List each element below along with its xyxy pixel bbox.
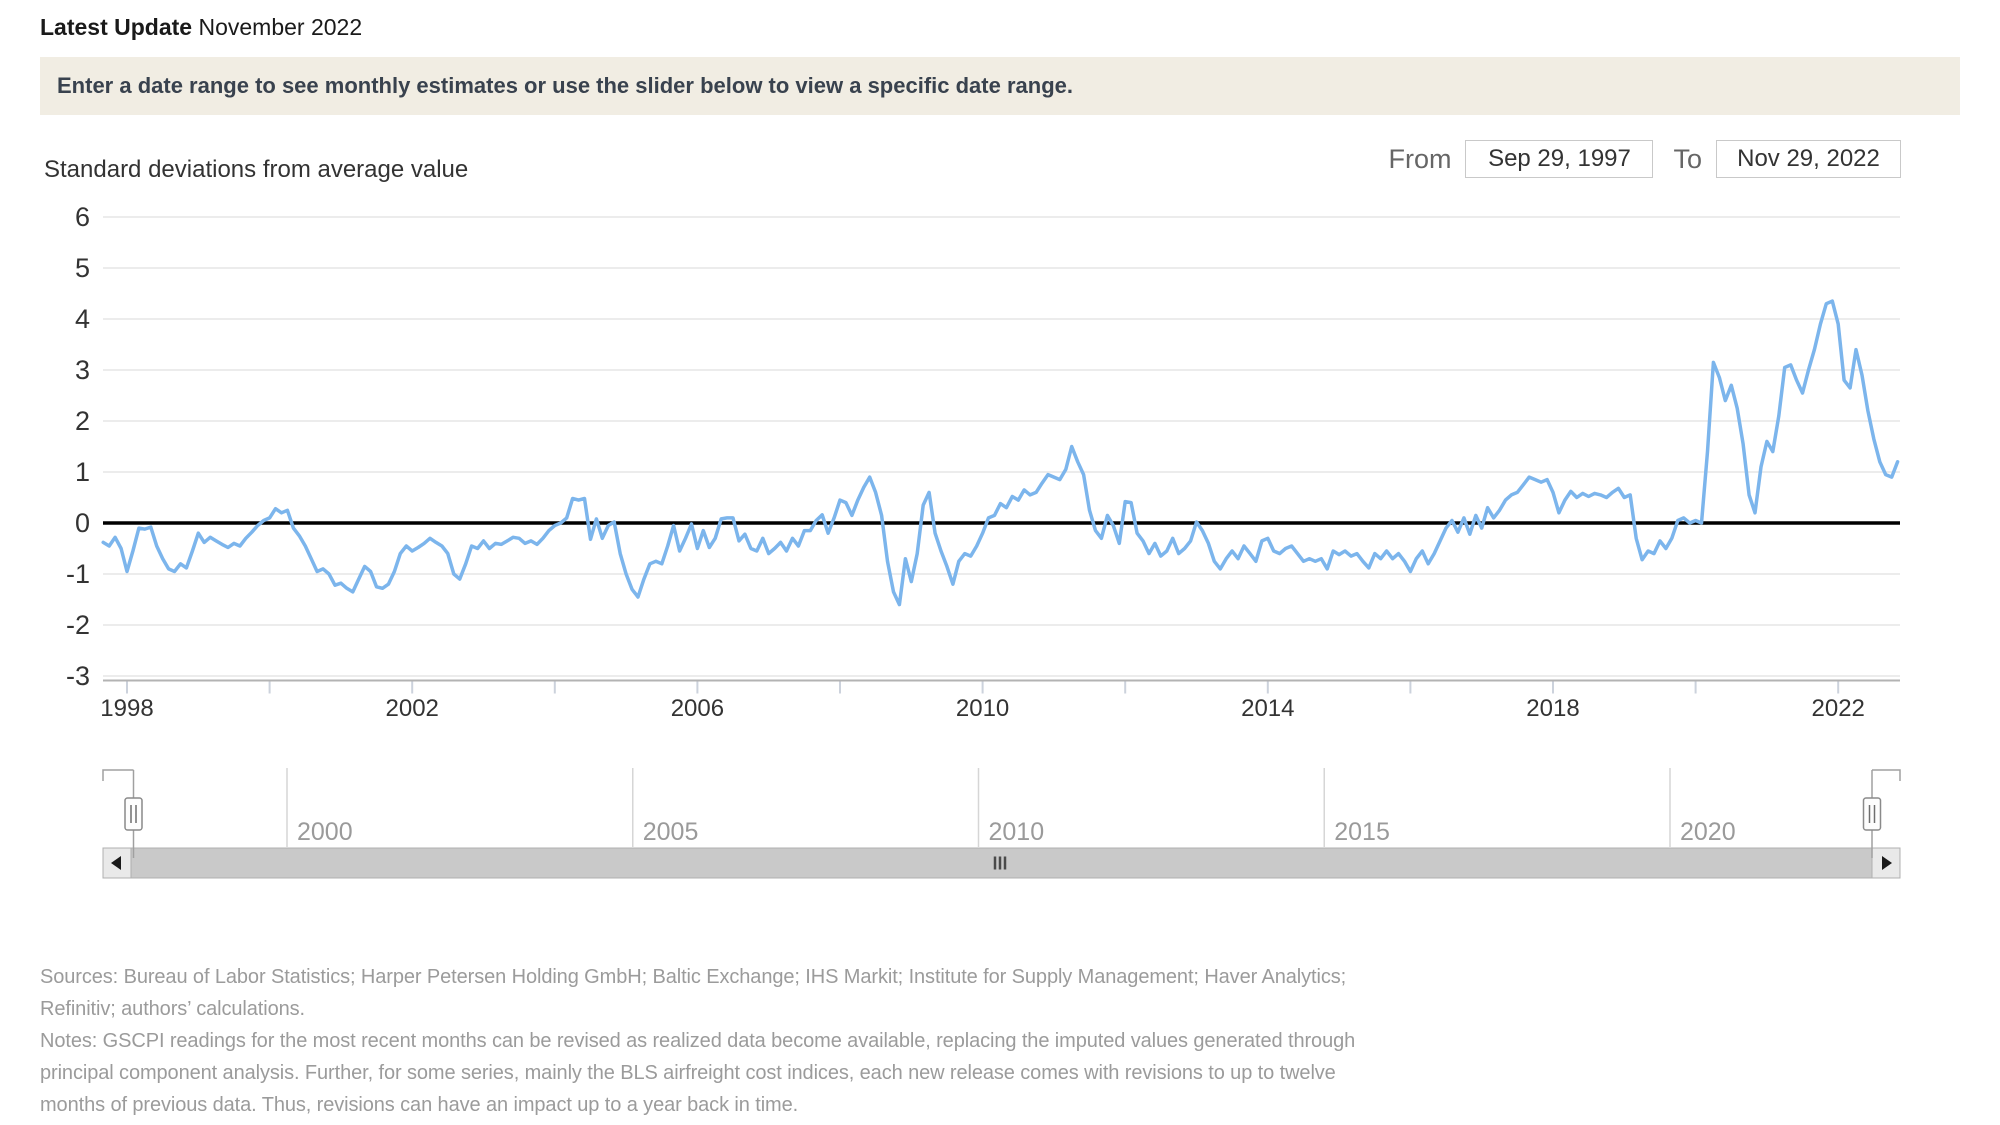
y-axis-label: -3: [66, 661, 90, 691]
instruction-banner-text: Enter a date range to see monthly estima…: [57, 73, 1073, 98]
scroll-left-arrow-icon[interactable]: [111, 856, 121, 870]
instruction-banner: Enter a date range to see monthly estima…: [40, 57, 1960, 115]
slider-left-handle[interactable]: [124, 797, 143, 831]
x-axis-label: 2022: [1812, 695, 1865, 722]
x-axis-label: 2010: [956, 695, 1009, 722]
y-axis-label: 1: [75, 457, 90, 487]
x-axis-label: 1998: [100, 695, 153, 722]
slider-year-label: 2010: [989, 818, 1045, 846]
scrollbar-track[interactable]: [102, 847, 1901, 879]
from-date-input[interactable]: Sep 29, 1997: [1465, 140, 1654, 178]
slider-year-label: 2005: [643, 818, 699, 846]
y-axis-label: 3: [75, 355, 90, 385]
footnote-line: principal component analysis. Further, f…: [40, 1062, 1336, 1084]
x-axis-label: 2002: [386, 695, 439, 722]
series-line[interactable]: [101, 299, 1900, 607]
footnote-line: months of previous data. Thus, revisions…: [40, 1094, 799, 1116]
slider-right-handle-bracket: [1872, 769, 1901, 781]
scrollbar-grip[interactable]: [993, 856, 997, 870]
latest-update: Latest Update November 2022: [40, 14, 362, 41]
from-label: From: [1388, 143, 1452, 174]
slider-year-label: 2015: [1334, 818, 1390, 846]
y-axis-label: 6: [75, 202, 90, 232]
slider-year-label: 2000: [297, 818, 353, 846]
scrollbar-grip[interactable]: [1003, 856, 1007, 870]
x-axis-label: 2006: [671, 695, 724, 722]
y-axis-label: 4: [75, 304, 90, 334]
footnotes: Sources: Bureau of Labor Statistics; Har…: [40, 961, 1460, 1121]
x-axis-label: 2018: [1526, 695, 1579, 722]
latest-update-value: November 2022: [198, 14, 363, 40]
footnote-line: Notes: GSCPI readings for the most recen…: [40, 1030, 1356, 1052]
footnote-line: Sources: Bureau of Labor Statistics; Har…: [40, 966, 1347, 988]
slider-right-handle[interactable]: [1862, 797, 1882, 831]
slider-left-handle-bracket: [102, 769, 134, 781]
chart-title: Standard deviations from average value: [44, 156, 469, 183]
latest-update-label: Latest Update: [40, 14, 193, 40]
y-axis-label: 0: [75, 508, 90, 538]
scrollbar-grip[interactable]: [998, 856, 1002, 870]
x-axis-label: 2014: [1241, 695, 1294, 722]
slider-year-label: 2020: [1680, 818, 1736, 846]
date-range-controls: From Sep 29, 1997 To Nov 29, 2022: [1388, 140, 1901, 178]
y-axis-label: -1: [66, 559, 90, 589]
y-axis-label: -2: [66, 610, 90, 640]
to-date-input[interactable]: Nov 29, 2022: [1716, 140, 1901, 178]
footnote-line: Refinitiv; authors’ calculations.: [40, 998, 305, 1020]
y-axis-label: 2: [75, 406, 90, 436]
y-axis-label: 5: [75, 253, 90, 283]
scroll-right-arrow-icon[interactable]: [1882, 856, 1892, 870]
to-label: To: [1673, 143, 1702, 174]
